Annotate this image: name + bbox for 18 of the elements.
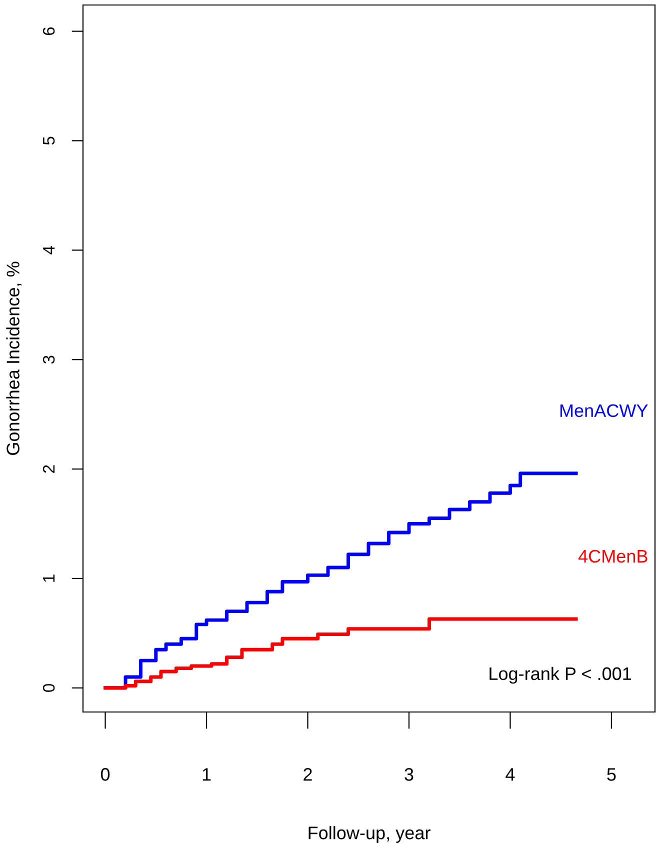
y-axis-title: Gonorrhea Incidence, % xyxy=(6,262,22,455)
x-tick-label: 0 xyxy=(100,768,110,781)
text: 4CMenB xyxy=(578,550,648,563)
y-tick-label: 5 xyxy=(43,136,55,145)
x-tick-label: 4 xyxy=(506,768,515,781)
y-tick-label: 6 xyxy=(42,27,55,36)
x-tick-label: 2 xyxy=(304,768,312,781)
y-tick-label: 2 xyxy=(42,465,55,473)
x-tick-label: 3 xyxy=(404,768,414,781)
y-tick-label: 4 xyxy=(43,246,55,254)
y-tick-label: 0 xyxy=(42,684,55,692)
x-axis-title: Follow-up, year xyxy=(308,826,430,843)
x-tick-label: 1 xyxy=(202,768,211,781)
y-tick-label: 3 xyxy=(42,356,55,364)
text: MenACWY xyxy=(560,404,648,418)
x-tick-label: 5 xyxy=(607,768,616,781)
annotation: Log-rank P < .001 xyxy=(490,666,632,684)
y-tick-label: 1 xyxy=(43,574,55,582)
